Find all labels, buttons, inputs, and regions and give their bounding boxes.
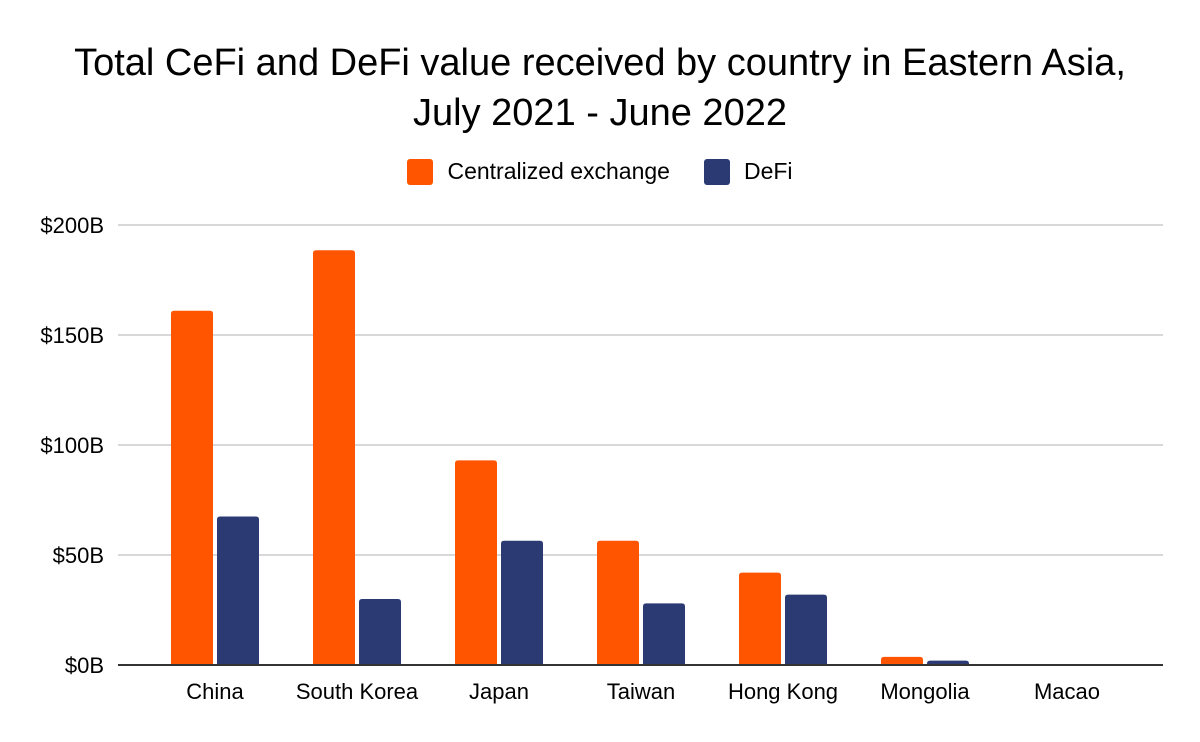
chart-title-line1: Total CeFi and DeFi value received by co… (74, 42, 1126, 84)
bar-centralized-exchange (597, 540, 639, 665)
bar-centralized-exchange (171, 310, 213, 665)
legend-item-defi: DeFi (703, 158, 793, 185)
chart-title-line2: July 2021 - June 2022 (413, 92, 787, 134)
y-tick-label: $150B (40, 323, 104, 348)
legend-item-centralized-exchange: Centralized exchange (407, 158, 670, 185)
bar-centralized-exchange (455, 460, 497, 665)
bar-centralized-exchange (739, 572, 781, 665)
x-tick-label: South Korea (296, 679, 419, 704)
bar-defi (359, 599, 401, 665)
x-tick-label: Mongolia (880, 679, 970, 704)
y-tick-label: $0B (65, 653, 104, 678)
x-tick-label: Macao (1034, 679, 1100, 704)
legend-label-defi: DeFi (743, 158, 793, 184)
x-tick-label: China (186, 679, 244, 704)
y-tick-label: $50B (53, 543, 104, 568)
chart-title: Total CeFi and DeFi value received by co… (0, 38, 1200, 138)
legend-swatch-centralized-exchange (407, 158, 434, 185)
bar-defi (501, 540, 543, 665)
legend-label-centralized-exchange: Centralized exchange (447, 158, 670, 184)
x-tick-label: Japan (469, 679, 529, 704)
bar-centralized-exchange (881, 656, 923, 665)
bar-centralized-exchange (313, 250, 355, 666)
y-tick-label: $200B (40, 213, 104, 238)
legend-swatch-defi (703, 158, 730, 185)
chart-legend: Centralized exchange DeFi (0, 158, 1200, 185)
x-tick-label: Taiwan (607, 679, 675, 704)
bar-defi (927, 660, 969, 665)
bar-defi (217, 516, 259, 665)
x-tick-label: Hong Kong (728, 679, 838, 704)
bar-defi (785, 594, 827, 665)
y-tick-label: $100B (40, 433, 104, 458)
bar-defi (643, 603, 685, 665)
